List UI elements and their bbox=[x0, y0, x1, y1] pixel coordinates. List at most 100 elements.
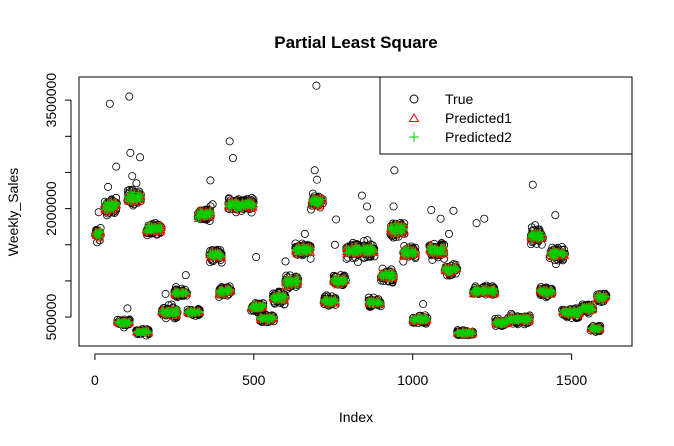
true-point bbox=[252, 253, 261, 262]
true-point bbox=[310, 166, 319, 175]
true-point bbox=[362, 202, 371, 211]
predicted2-point bbox=[280, 297, 289, 305]
predicted2-point bbox=[194, 212, 202, 221]
true-point bbox=[300, 229, 309, 238]
true-point bbox=[132, 179, 141, 188]
predicted2-point bbox=[186, 307, 194, 315]
series-predicted2 bbox=[91, 188, 610, 339]
true-point bbox=[363, 236, 372, 245]
true-point bbox=[123, 304, 132, 313]
true-point bbox=[125, 92, 134, 101]
predicted2-point bbox=[216, 250, 224, 259]
predicted2-point bbox=[157, 227, 165, 235]
predicted2-point bbox=[153, 225, 161, 233]
predicted2-point bbox=[220, 288, 228, 296]
true-point bbox=[229, 153, 238, 162]
predicted2-point bbox=[112, 199, 120, 207]
true-point bbox=[389, 202, 398, 211]
predicted2-point bbox=[278, 292, 286, 300]
predicted2-point bbox=[231, 202, 239, 210]
true-point bbox=[136, 153, 145, 162]
true-point bbox=[357, 191, 366, 200]
predicted2-point bbox=[134, 194, 142, 202]
predicted2-point bbox=[211, 253, 219, 261]
true-point bbox=[330, 240, 339, 249]
predicted2-point bbox=[289, 278, 298, 286]
predicted2-point bbox=[91, 230, 99, 238]
true-point bbox=[105, 99, 114, 108]
true-point bbox=[312, 81, 321, 90]
predicted2-point bbox=[319, 195, 327, 204]
true-point bbox=[390, 166, 399, 175]
predicted2-point bbox=[257, 315, 265, 323]
true-point bbox=[427, 206, 436, 215]
predicted2-point bbox=[171, 289, 179, 297]
true-point bbox=[472, 219, 481, 228]
true-point bbox=[181, 271, 190, 280]
predicted2-point bbox=[282, 275, 290, 284]
predicted2-point bbox=[257, 304, 265, 312]
true-point bbox=[208, 200, 217, 209]
predicted2-point bbox=[144, 225, 153, 233]
predicted2-point bbox=[247, 303, 255, 311]
true-point bbox=[436, 214, 445, 223]
predicted2-point bbox=[164, 310, 172, 318]
predicted2-point bbox=[203, 211, 212, 219]
predicted2-point bbox=[103, 201, 111, 209]
predicted2-point bbox=[242, 200, 250, 208]
true-point bbox=[313, 175, 322, 184]
plot-frame bbox=[78, 76, 633, 347]
true-point bbox=[206, 176, 215, 185]
predicted2-point bbox=[311, 198, 319, 206]
predicted2-point bbox=[136, 328, 145, 336]
predicted2-point bbox=[172, 307, 180, 315]
predicted2-point bbox=[128, 195, 136, 203]
true-point bbox=[528, 180, 537, 189]
predicted2-point bbox=[271, 295, 279, 303]
predicted2-point bbox=[225, 288, 233, 296]
predicted2-point bbox=[145, 221, 154, 229]
predicted2-point bbox=[96, 234, 104, 242]
predicted2-point bbox=[102, 204, 110, 213]
true-point bbox=[104, 182, 113, 191]
predicted2-point bbox=[110, 197, 118, 206]
predicted2-point bbox=[118, 319, 126, 327]
true-point bbox=[126, 148, 135, 157]
true-point bbox=[128, 172, 137, 181]
predicted2-point bbox=[190, 309, 199, 317]
true-point bbox=[225, 137, 234, 146]
true-point bbox=[281, 257, 290, 266]
predicted2-point bbox=[243, 200, 251, 208]
predicted2-point bbox=[122, 318, 131, 327]
predicted2-point bbox=[304, 246, 312, 254]
predicted2-point bbox=[313, 196, 321, 204]
predicted2-point bbox=[137, 193, 145, 201]
predicted2-point bbox=[198, 210, 206, 218]
chart-title: Partial Least Square bbox=[274, 33, 437, 52]
predicted2-point bbox=[135, 193, 143, 202]
predicted2-point bbox=[109, 205, 117, 213]
predicted2-point bbox=[206, 206, 215, 214]
predicted2-point bbox=[147, 226, 156, 235]
true-point bbox=[449, 206, 458, 215]
predicted2-point bbox=[268, 314, 276, 322]
true-point bbox=[112, 162, 121, 171]
predicted2-point bbox=[118, 320, 126, 328]
predicted2-point bbox=[143, 228, 151, 237]
true-point bbox=[419, 300, 428, 309]
true-point bbox=[480, 214, 489, 223]
predicted2-point bbox=[269, 294, 277, 302]
predicted2-point bbox=[244, 199, 252, 207]
data-points bbox=[90, 81, 611, 340]
predicted2-point bbox=[182, 290, 190, 298]
predicted2-point bbox=[252, 305, 260, 313]
predicted2-point bbox=[253, 303, 261, 311]
true-point bbox=[551, 211, 560, 220]
true-point bbox=[366, 215, 375, 224]
predicted2-point bbox=[194, 308, 202, 316]
predicted2-point bbox=[291, 247, 299, 255]
predicted2-point bbox=[280, 291, 288, 299]
true-point bbox=[444, 229, 453, 238]
true-point bbox=[161, 289, 170, 298]
